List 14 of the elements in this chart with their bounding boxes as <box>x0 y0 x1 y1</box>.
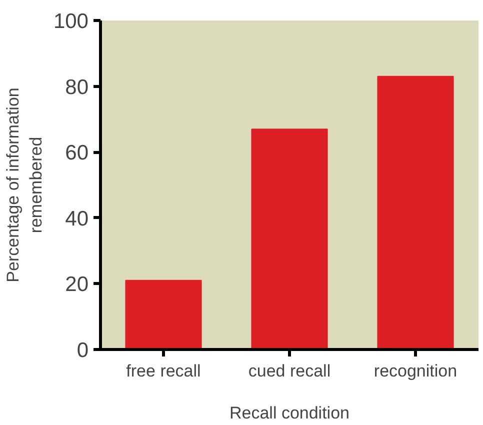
y-tick-label: 80 <box>65 76 88 99</box>
x-tick-label: cued recall <box>248 362 331 380</box>
y-tick-label: 40 <box>65 207 88 230</box>
y-tick-label: 0 <box>76 339 89 362</box>
x-axis-title: Recall condition <box>229 404 350 422</box>
y-tick-label: 20 <box>65 273 88 296</box>
bar <box>125 280 202 350</box>
bar <box>377 76 454 350</box>
y-tick-label: 60 <box>65 142 88 165</box>
y-tick-label: 100 <box>53 10 89 33</box>
x-tick-label: recognition <box>374 362 458 380</box>
bar <box>251 128 328 350</box>
y-axis-title: Percentage of information remembered <box>4 88 46 282</box>
x-tick-label: free recall <box>126 362 201 380</box>
